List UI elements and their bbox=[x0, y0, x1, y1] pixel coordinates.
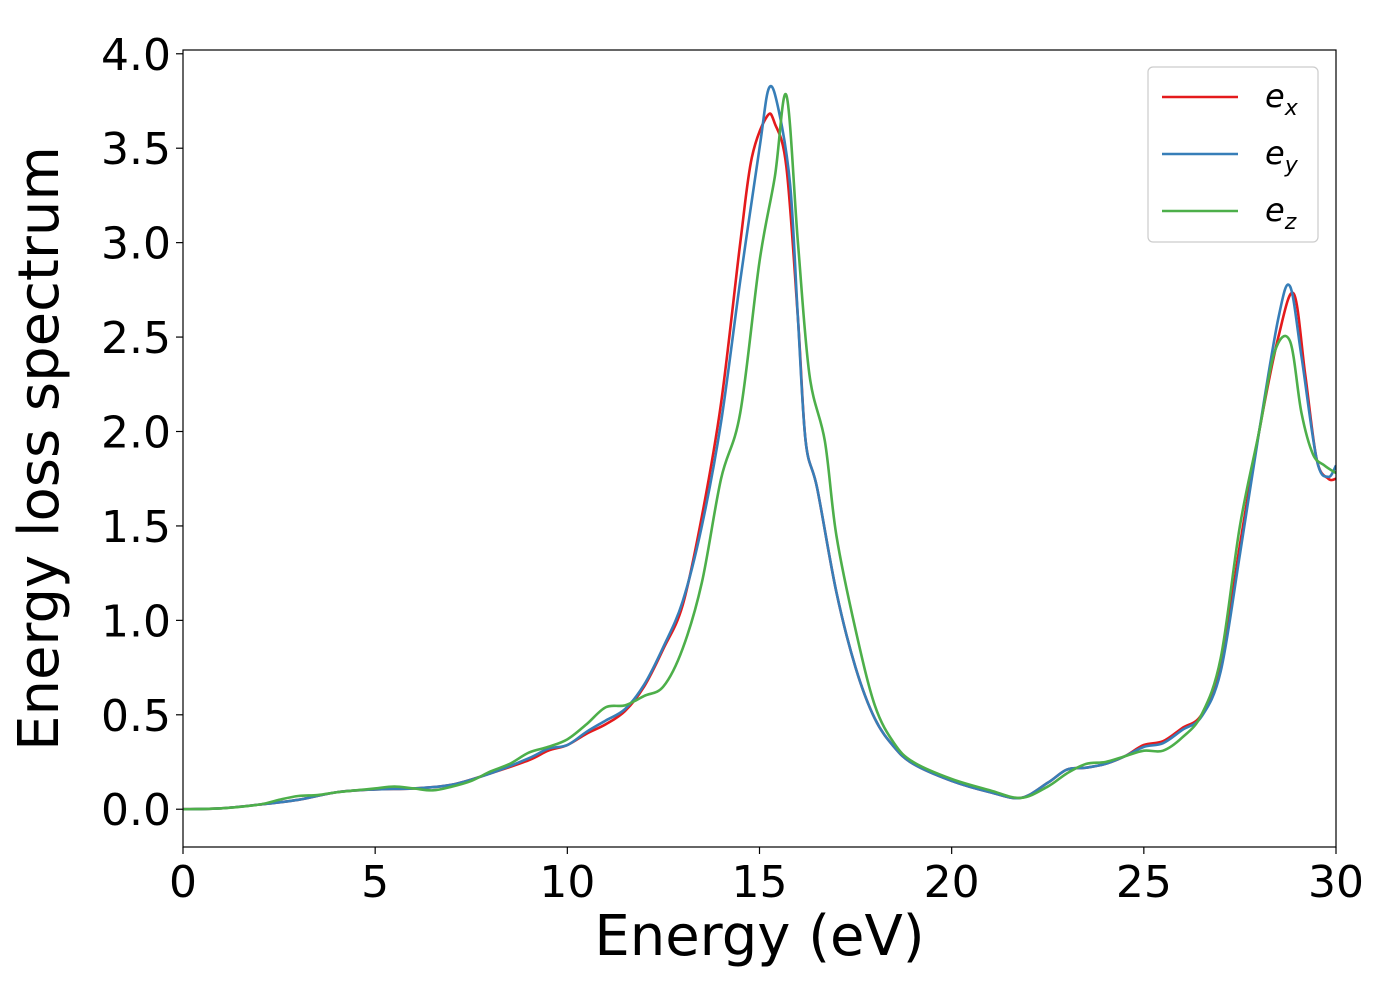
y-tick-label: 0.5 bbox=[101, 691, 171, 742]
y-tick-label: 2.0 bbox=[101, 408, 171, 459]
y-axis: 0.0 0.5 1.0 1.5 2.0 2.5 3.0 3.5 4.0 bbox=[101, 30, 183, 836]
x-axis-label: Energy (eV) bbox=[594, 904, 924, 969]
x-tick-label: 0 bbox=[169, 857, 197, 908]
y-tick-label: 2.5 bbox=[101, 313, 171, 364]
y-tick-label: 4.0 bbox=[101, 30, 171, 81]
series-line-z bbox=[183, 92, 1336, 811]
y-axis-label: Energy loss spectrum bbox=[7, 146, 72, 751]
series-layer bbox=[183, 84, 1336, 811]
y-tick-label: 3.0 bbox=[101, 219, 171, 270]
legend-label-y: ey bbox=[1265, 134, 1299, 178]
x-tick-label: 10 bbox=[539, 857, 595, 908]
legend-label-x: ex bbox=[1265, 77, 1299, 121]
x-tick-label: 30 bbox=[1308, 857, 1364, 908]
y-tick-label: 1.0 bbox=[101, 596, 171, 647]
x-tick-label: 20 bbox=[924, 857, 980, 908]
legend: ex ey ez bbox=[1147, 66, 1319, 243]
x-tick-label: 15 bbox=[732, 857, 788, 908]
y-tick-label: 1.5 bbox=[101, 502, 171, 553]
x-axis: 0 5 10 15 20 25 30 bbox=[169, 847, 1364, 908]
x-tick-label: 5 bbox=[361, 857, 389, 908]
y-tick-label: 0.0 bbox=[101, 785, 171, 836]
series-line-y bbox=[183, 84, 1336, 811]
legend-label-z: ez bbox=[1265, 191, 1297, 235]
x-tick-label: 25 bbox=[1116, 857, 1172, 908]
y-tick-label: 3.5 bbox=[101, 124, 171, 175]
